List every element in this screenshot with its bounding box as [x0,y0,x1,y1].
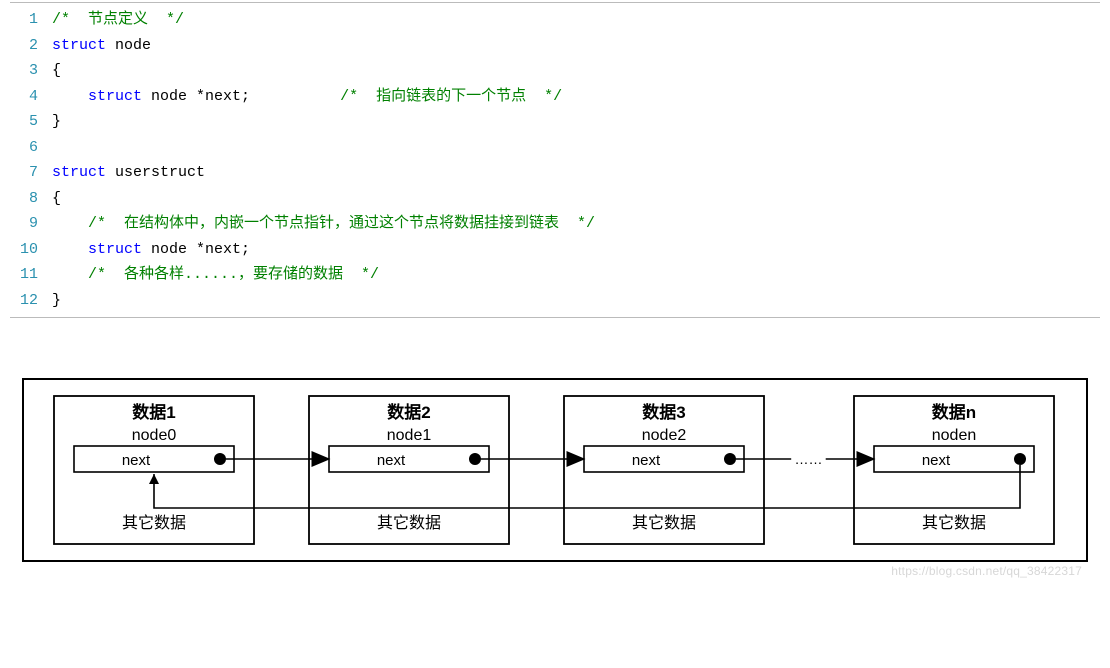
code-line-body: { [52,58,61,84]
code-token: struct [52,164,106,181]
line-number: 8 [10,186,52,212]
line-number: 5 [10,109,52,135]
code-token: struct [88,88,142,105]
code-token: } [52,292,61,309]
line-number: 4 [10,84,52,110]
code-line-body: /* 在结构体中，内嵌一个节点指针，通过这个节点将数据挂接到链表 */ [52,211,595,237]
code-token: node *next; [142,241,250,258]
code-line-body: struct node *next; [52,237,250,263]
code-token [52,88,88,105]
code-token: /* 节点定义 */ [52,11,184,28]
code-line: 6 [10,135,1100,161]
diagram-svg: 数据1 node0 next 其它数据 数据2 node1 next 其它数据 数据3 node2… [24,380,1086,560]
code-line-body: struct node *next; /* 指向链表的下一个节点 */ [52,84,562,110]
code-block: 1/* 节点定义 */2struct node3{4 struct node *… [10,2,1100,318]
code-line: 7struct userstruct [10,160,1100,186]
code-line: 12} [10,288,1100,314]
next-box [874,446,1034,472]
other-data-label: 其它数据 [377,514,441,532]
diagram-outer-border: 数据1 node0 next 其它数据 数据2 node1 next 其它数据 数据3 node2… [22,378,1088,562]
node-label: node0 [132,427,177,444]
code-token: { [52,190,61,207]
code-line-body: } [52,109,61,135]
code-line-body: { [52,186,61,212]
next-box [329,446,489,472]
line-number: 1 [10,7,52,33]
code-token: /* 在结构体中，内嵌一个节点指针，通过这个节点将数据挂接到链表 */ [88,215,595,232]
code-token: node *next; [142,88,340,105]
data-title: 数据3 [642,402,685,422]
data-title: 数据1 [132,402,175,422]
code-token: struct [52,37,106,54]
line-number: 6 [10,135,52,161]
code-token: } [52,113,61,130]
code-token [52,215,88,232]
code-token [52,241,88,258]
linked-list-diagram: 数据1 node0 next 其它数据 数据2 node1 next 其它数据 数据3 node2… [22,378,1088,562]
code-token: userstruct [106,164,205,181]
next-label: next [632,452,661,469]
code-line: 10 struct node *next; [10,237,1100,263]
code-line-body: struct node [52,33,151,59]
code-line-body: } [52,288,61,314]
loopback-arrowhead [149,474,159,484]
other-data-label: 其它数据 [122,514,186,532]
code-token: node [106,37,151,54]
code-line: 4 struct node *next; /* 指向链表的下一个节点 */ [10,84,1100,110]
next-label: next [377,452,406,469]
code-line: 8{ [10,186,1100,212]
code-line: 1/* 节点定义 */ [10,7,1100,33]
ellipsis: …… [794,451,822,467]
next-label: next [122,452,151,469]
code-line-body: /* 各种各样......，要存储的数据 */ [52,262,379,288]
line-number: 3 [10,58,52,84]
other-data-label: 其它数据 [922,514,986,532]
node-label: node2 [642,427,687,444]
code-token: /* 各种各样......，要存储的数据 */ [88,266,379,283]
code-line: 9 /* 在结构体中，内嵌一个节点指针，通过这个节点将数据挂接到链表 */ [10,211,1100,237]
code-line-body: /* 节点定义 */ [52,7,184,33]
code-line-body: struct userstruct [52,160,205,186]
code-line: 11 /* 各种各样......，要存储的数据 */ [10,262,1100,288]
code-token: { [52,62,61,79]
line-number: 9 [10,211,52,237]
line-number: 10 [10,237,52,263]
code-line: 5} [10,109,1100,135]
pointer-dot [214,453,226,465]
data-title: 数据2 [387,402,430,422]
code-token [52,266,88,283]
node-label: node1 [387,427,432,444]
pointer-dot [1014,453,1026,465]
code-token: /* 指向链表的下一个节点 */ [340,88,562,105]
next-label: next [922,452,951,469]
pointer-dot [469,453,481,465]
next-box [74,446,234,472]
code-token: struct [88,241,142,258]
line-number: 12 [10,288,52,314]
next-box [584,446,744,472]
code-line: 2struct node [10,33,1100,59]
line-number: 11 [10,262,52,288]
other-data-label: 其它数据 [632,514,696,532]
data-title: 数据n [932,402,976,422]
line-number: 7 [10,160,52,186]
watermark-text: https://blog.csdn.net/qq_38422317 [891,564,1082,578]
line-number: 2 [10,33,52,59]
code-line: 3{ [10,58,1100,84]
node-label: noden [932,427,977,444]
pointer-dot [724,453,736,465]
